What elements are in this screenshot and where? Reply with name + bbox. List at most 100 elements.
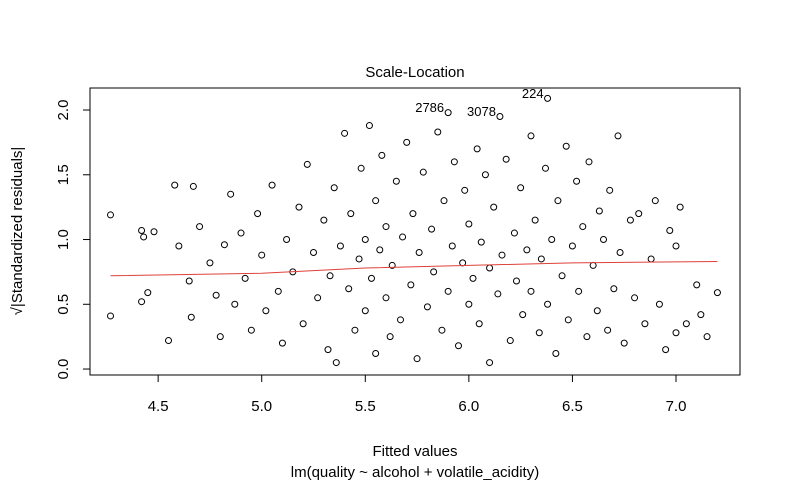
point: [430, 268, 438, 276]
point: [336, 242, 344, 250]
point: [450, 158, 458, 166]
point: [672, 329, 680, 337]
chart-title: Scale-Location: [365, 64, 464, 81]
point: [461, 186, 469, 194]
plot-box: [89, 87, 741, 376]
point: [434, 128, 442, 136]
point: [428, 225, 436, 233]
point: [196, 223, 204, 231]
y-tick-label: 1.0: [55, 229, 72, 250]
point: [274, 287, 282, 295]
point: [399, 233, 407, 241]
point: [185, 277, 193, 285]
point: [651, 197, 659, 205]
point: [189, 182, 197, 190]
point: [666, 226, 674, 234]
point: [237, 229, 245, 237]
smooth-line: [110, 261, 718, 277]
point: [303, 160, 311, 168]
point: [382, 294, 390, 302]
point: [357, 164, 365, 172]
point: [320, 216, 328, 224]
y-axis-label: √|Standardized residuals|: [9, 147, 26, 316]
point: [620, 339, 628, 347]
point: [595, 207, 603, 215]
point: [454, 342, 462, 350]
point: [527, 132, 535, 140]
point: [372, 350, 380, 358]
point: [544, 300, 552, 308]
point: [388, 261, 396, 269]
x-tick-label: 6.0: [458, 398, 479, 415]
point: [564, 316, 572, 324]
point: [216, 333, 224, 341]
point: [361, 307, 369, 315]
point: [519, 311, 527, 319]
point: [575, 287, 583, 295]
point: [409, 210, 417, 218]
point: [386, 333, 394, 341]
point: [631, 294, 639, 302]
point: [676, 203, 684, 211]
point: [187, 313, 195, 321]
point: [376, 246, 384, 254]
point: [438, 326, 446, 334]
point: [616, 248, 624, 256]
point: [475, 320, 483, 328]
point: [531, 216, 539, 224]
point: [672, 242, 680, 250]
point: [268, 181, 276, 189]
point: [407, 281, 415, 289]
point: [283, 236, 291, 244]
point: [523, 246, 531, 254]
point: [299, 320, 307, 328]
point: [527, 287, 535, 295]
point: [604, 326, 612, 334]
point-label: 2786: [415, 100, 444, 115]
point: [573, 177, 581, 185]
x-tick-label: 5.5: [355, 398, 376, 415]
point: [585, 158, 593, 166]
point: [165, 337, 173, 345]
point: [498, 251, 506, 259]
point-label: 224: [522, 86, 544, 101]
point: [444, 109, 452, 117]
point: [641, 320, 649, 328]
point: [469, 274, 477, 282]
point: [254, 210, 262, 218]
point: [589, 261, 597, 269]
point: [403, 138, 411, 146]
y-tick-label: 2.0: [55, 100, 72, 121]
point: [341, 129, 349, 137]
point: [713, 289, 721, 297]
point: [314, 294, 322, 302]
y-tick-label: 1.5: [55, 164, 72, 185]
point: [562, 142, 570, 150]
point: [107, 312, 115, 320]
point: [206, 259, 214, 267]
point: [558, 272, 566, 280]
point: [568, 242, 576, 250]
point: [332, 359, 340, 367]
x-tick-label: 6.5: [562, 398, 583, 415]
point: [490, 203, 498, 211]
point: [278, 339, 286, 347]
point-label: 3078: [467, 104, 496, 119]
point: [510, 229, 518, 237]
point: [138, 226, 146, 234]
point: [295, 203, 303, 211]
point: [241, 274, 249, 282]
point: [693, 281, 701, 289]
point: [415, 248, 423, 256]
point: [635, 210, 643, 218]
point: [697, 311, 705, 319]
x-tick-label: 7.0: [666, 398, 687, 415]
x-tick-label: 4.5: [148, 398, 169, 415]
point: [682, 320, 690, 328]
point: [440, 197, 448, 205]
point: [324, 346, 332, 354]
point: [347, 210, 355, 218]
point: [662, 346, 670, 354]
point: [330, 184, 338, 192]
point: [423, 303, 431, 311]
